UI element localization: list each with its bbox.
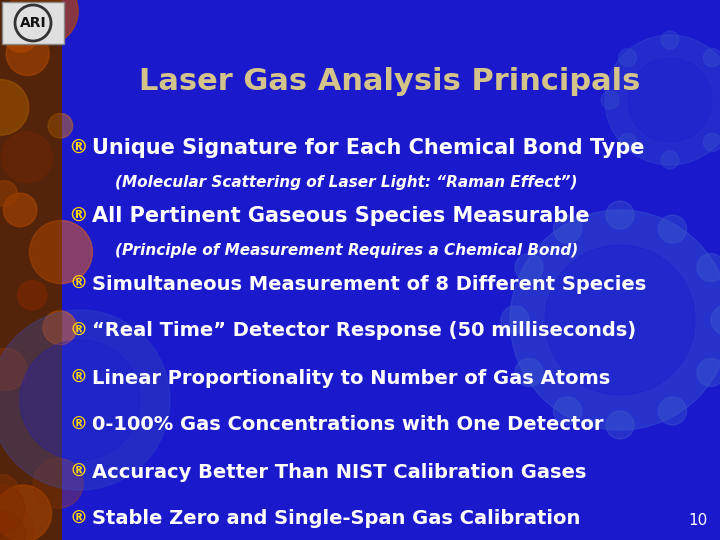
Circle shape [0, 310, 170, 490]
Circle shape [711, 306, 720, 334]
Text: ®: ® [69, 275, 87, 293]
Circle shape [6, 32, 49, 76]
Bar [2, 2, 64, 44]
Circle shape [0, 485, 25, 533]
Circle shape [0, 181, 17, 206]
Circle shape [554, 397, 582, 425]
Text: ®: ® [68, 206, 88, 226]
Circle shape [0, 485, 52, 540]
Text: 10: 10 [689, 513, 708, 528]
Circle shape [515, 253, 543, 281]
Text: Laser Gas Analysis Principals: Laser Gas Analysis Principals [139, 68, 641, 97]
Circle shape [20, 340, 140, 460]
Text: ®: ® [69, 322, 87, 340]
Circle shape [0, 348, 27, 390]
Text: ARI: ARI [19, 16, 46, 30]
Circle shape [515, 359, 543, 387]
Circle shape [659, 397, 686, 425]
Circle shape [0, 504, 34, 540]
Text: ®: ® [69, 416, 87, 434]
Circle shape [48, 113, 73, 138]
Circle shape [601, 91, 619, 109]
Circle shape [703, 133, 720, 151]
Text: Linear Proportionality to Number of Gas Atoms: Linear Proportionality to Number of Gas … [92, 368, 611, 388]
Circle shape [0, 510, 25, 540]
Circle shape [697, 359, 720, 387]
Circle shape [606, 201, 634, 229]
Text: (Molecular Scattering of Laser Light: “Raman Effect”): (Molecular Scattering of Laser Light: “R… [115, 174, 577, 190]
Circle shape [1, 132, 52, 183]
Circle shape [659, 215, 686, 243]
Circle shape [0, 475, 19, 508]
Circle shape [545, 245, 695, 395]
Circle shape [4, 193, 37, 227]
Text: “Real Time” Detector Response (50 milliseconds): “Real Time” Detector Response (50 millis… [92, 321, 636, 341]
Circle shape [628, 58, 712, 142]
Circle shape [703, 49, 720, 66]
Text: Simultaneous Measurement of 8 Different Species: Simultaneous Measurement of 8 Different … [92, 274, 647, 294]
Circle shape [510, 210, 720, 430]
Circle shape [618, 49, 636, 66]
Text: Stable Zero and Single-Span Gas Calibration: Stable Zero and Single-Span Gas Calibrat… [92, 510, 580, 529]
Text: ®: ® [68, 138, 88, 158]
Circle shape [3, 17, 38, 52]
Circle shape [697, 253, 720, 281]
Text: Accuracy Better Than NIST Calibration Gases: Accuracy Better Than NIST Calibration Ga… [92, 462, 586, 482]
Text: All Pertinent Gaseous Species Measurable: All Pertinent Gaseous Species Measurable [92, 206, 590, 226]
Circle shape [33, 458, 84, 508]
Circle shape [605, 35, 720, 165]
Circle shape [17, 281, 47, 310]
Circle shape [661, 31, 679, 49]
Text: 0-100% Gas Concentrations with One Detector: 0-100% Gas Concentrations with One Detec… [92, 415, 603, 435]
Bar [0, 0, 62, 540]
Bar [0, 0, 62, 540]
Text: Unique Signature for Each Chemical Bond Type: Unique Signature for Each Chemical Bond … [92, 138, 644, 158]
Circle shape [618, 133, 636, 151]
Circle shape [554, 215, 582, 243]
Circle shape [9, 0, 78, 45]
Circle shape [0, 79, 29, 135]
Circle shape [30, 220, 92, 284]
Circle shape [606, 411, 634, 439]
Text: ®: ® [69, 369, 87, 387]
Circle shape [43, 311, 77, 345]
Text: ®: ® [69, 510, 87, 528]
Text: (Principle of Measurement Requires a Chemical Bond): (Principle of Measurement Requires a Che… [115, 242, 578, 258]
Circle shape [501, 306, 529, 334]
Circle shape [661, 151, 679, 169]
Text: ®: ® [69, 463, 87, 481]
